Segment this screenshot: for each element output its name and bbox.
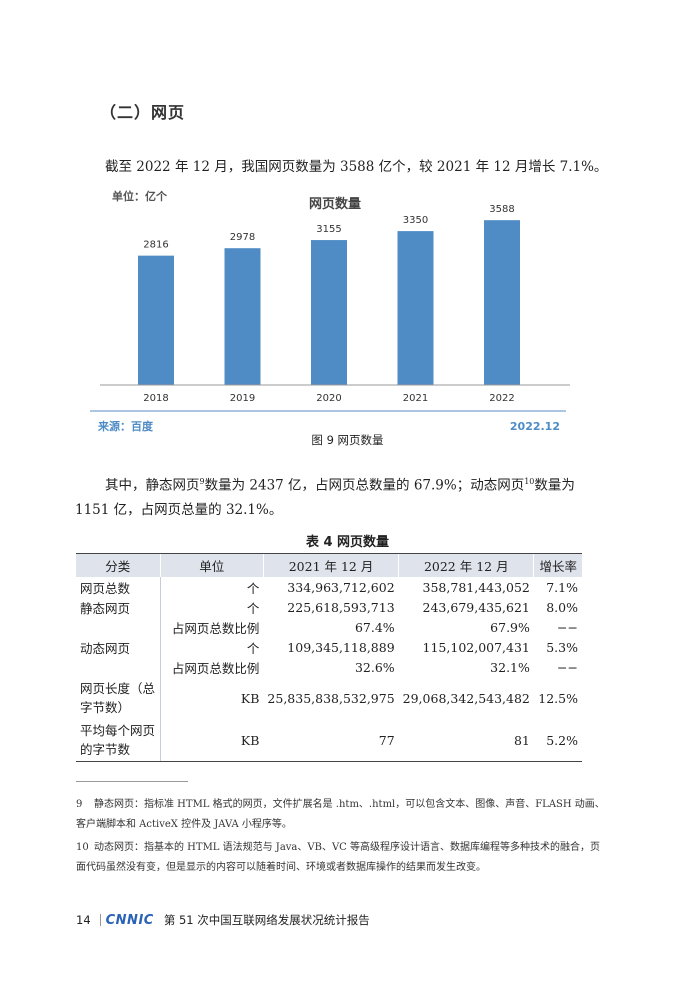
table-row: 动态网页 个 109,345,118,889 115,102,007,431 5… (76, 637, 582, 657)
cnnic-logo: CNNIC (105, 912, 154, 928)
x-tick-2021: 2021 (403, 393, 428, 404)
chart-title: 网页数量 (309, 196, 361, 212)
paragraph-2: 其中，静态网页9数量为 2437 亿，占网页总数量的 67.9%；动态网页10数… (75, 477, 575, 518)
bar-2022 (484, 220, 520, 385)
data-label-2020: 3155 (316, 224, 341, 235)
header-category: 分类 (76, 553, 161, 577)
footnote-divider (76, 781, 188, 782)
data-label-2018: 2816 (143, 240, 168, 251)
data-label-2019: 2978 (230, 232, 255, 243)
footnote-ref-9[interactable]: 9 (199, 477, 205, 486)
x-tick-2019: 2019 (230, 393, 255, 404)
x-tick-2018: 2018 (143, 393, 168, 404)
table-row: 占网页总数比例 67.4% 67.9% −− (76, 617, 582, 637)
chart-unit-label: 单位：亿个 (112, 189, 168, 203)
x-tick-2022: 2022 (489, 393, 514, 404)
web-pages-bar-chart: 单位：亿个 网页数量 2816 2978 3155 3350 3588 2018 2019… (90, 189, 570, 433)
table-header-row: 分类 单位 2021 年 12 月 2022 年 12 月 增长率 (76, 553, 582, 577)
bar-2019 (224, 248, 261, 385)
chart-source: 来源：百度 (97, 419, 154, 433)
footnote-9: 9 静态网页：指标准 HTML 格式的网页，文件扩展名是 .htm、.html，可… (76, 799, 605, 830)
header-unit: 单位 (159, 553, 264, 577)
intro-paragraph: 截至 2022 年 12 月，我国网页数量为 3588 亿个，较 2021 年 … (105, 159, 608, 175)
footer-separator (99, 914, 101, 926)
web-pages-table: 分类 单位 2021 年 12 月 2022 年 12 月 增长率 网页总数 个… (76, 553, 582, 762)
header-2022: 2022 年 12 月 (398, 553, 534, 577)
footnote-10: 10 动态网页：指基本的 HTML 语法规范与 Java、VB、VC 等高级程序设… (76, 842, 601, 873)
data-label-2021: 3350 (403, 215, 428, 226)
table-row: 占网页总数比例 32.6% 32.1% −− (76, 657, 582, 677)
data-label-2022: 3588 (489, 204, 514, 215)
header-2021: 2021 年 12 月 (262, 553, 399, 577)
section-title: （二）网页 (100, 103, 186, 122)
x-tick-2020: 2020 (316, 393, 341, 404)
bar-2020 (311, 240, 347, 385)
table-row: 网页总数 个 334,963,712,602 358,781,443,052 7… (76, 577, 582, 597)
chart-date: 2022.12 (510, 420, 560, 433)
report-title: 第 51 次中国互联网络发展状况统计报告 (163, 913, 370, 927)
bar-2018 (138, 255, 174, 385)
page-number: 14 (76, 913, 91, 927)
table-row: 网页长度（总字节数） KB 25,835,838,532,975 29,068,… (76, 677, 582, 719)
page-footer: 14 CNNIC 第 51 次中国互联网络发展状况统计报告 (76, 912, 370, 928)
footnote-ref-10[interactable]: 10 (524, 477, 535, 486)
figure-caption: 图 9 网页数量 (311, 433, 384, 447)
table-title: 表 4 网页数量 (305, 535, 390, 550)
bar-2021 (397, 231, 434, 385)
table-row: 静态网页 个 225,618,593,713 243,679,435,621 8… (76, 597, 582, 617)
header-growth: 增长率 (533, 553, 582, 577)
table-row: 平均每个网页的字节数 KB 77 81 5.2% (76, 719, 582, 762)
